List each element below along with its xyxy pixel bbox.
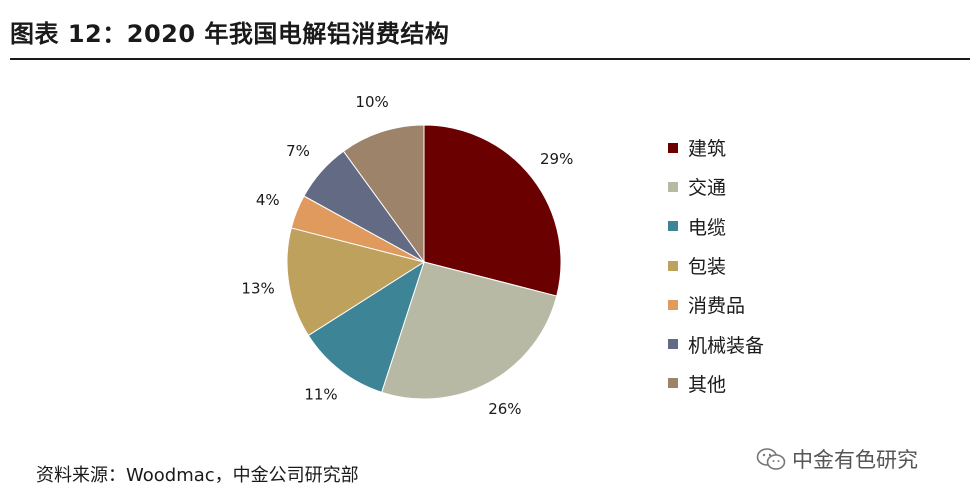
- legend-item-6: 其他: [668, 364, 764, 403]
- legend-label: 其他: [688, 373, 727, 396]
- source-note: 资料来源：Woodmac，中金公司研究部: [36, 465, 359, 486]
- legend-swatch: [668, 260, 678, 271]
- legend-label: 包装: [688, 256, 727, 279]
- legend-item-1: 交通: [668, 167, 764, 206]
- legend-item-5: 机械装备: [668, 324, 764, 363]
- legend-swatch: [668, 142, 678, 153]
- legend-swatch: [668, 378, 678, 389]
- legend-item-2: 电缆: [668, 207, 764, 246]
- wechat-icon: [756, 448, 786, 470]
- legend-label: 电缆: [688, 216, 727, 239]
- pie-label-5: 7%: [286, 142, 310, 160]
- legend-label: 交通: [688, 177, 727, 200]
- legend-item-0: 建筑: [668, 128, 764, 167]
- pie-label-4: 4%: [256, 191, 280, 209]
- pie-label-3: 13%: [241, 279, 274, 297]
- legend-swatch: [668, 299, 678, 310]
- legend-swatch: [668, 221, 678, 232]
- legend-swatch: [668, 339, 678, 350]
- pie-label-1: 26%: [488, 400, 521, 418]
- legend-label: 机械装备: [688, 334, 765, 357]
- pie-slice-3: [286, 227, 426, 337]
- pie-slice-0: [423, 124, 562, 297]
- title-divider: [10, 58, 970, 60]
- legend-swatch: [668, 181, 678, 192]
- pie-label-2: 11%: [304, 386, 337, 404]
- pie-slices: [286, 124, 562, 400]
- pie-slice-6: [342, 124, 425, 264]
- chart-legend: 建筑交通电缆包装消费品机械装备其他: [668, 128, 764, 403]
- pie-labels: 29% 26% 11% 13% 4% 7% 10%: [241, 93, 573, 418]
- legend-item-3: 包装: [668, 246, 764, 285]
- watermark-text: 中金有色研究: [792, 448, 918, 472]
- pie-slice-2: [307, 260, 425, 393]
- pie-label-6: 10%: [355, 93, 388, 111]
- chart-title: 图表 12：2020 年我国电解铝消费结构: [10, 20, 450, 48]
- watermark: 中金有色研究: [756, 444, 918, 474]
- pie-label-0: 29%: [540, 150, 573, 168]
- pie-slice-1: [381, 261, 558, 400]
- legend-label: 建筑: [688, 138, 727, 161]
- legend-item-4: 消费品: [668, 285, 764, 324]
- legend-label: 消费品: [688, 295, 746, 318]
